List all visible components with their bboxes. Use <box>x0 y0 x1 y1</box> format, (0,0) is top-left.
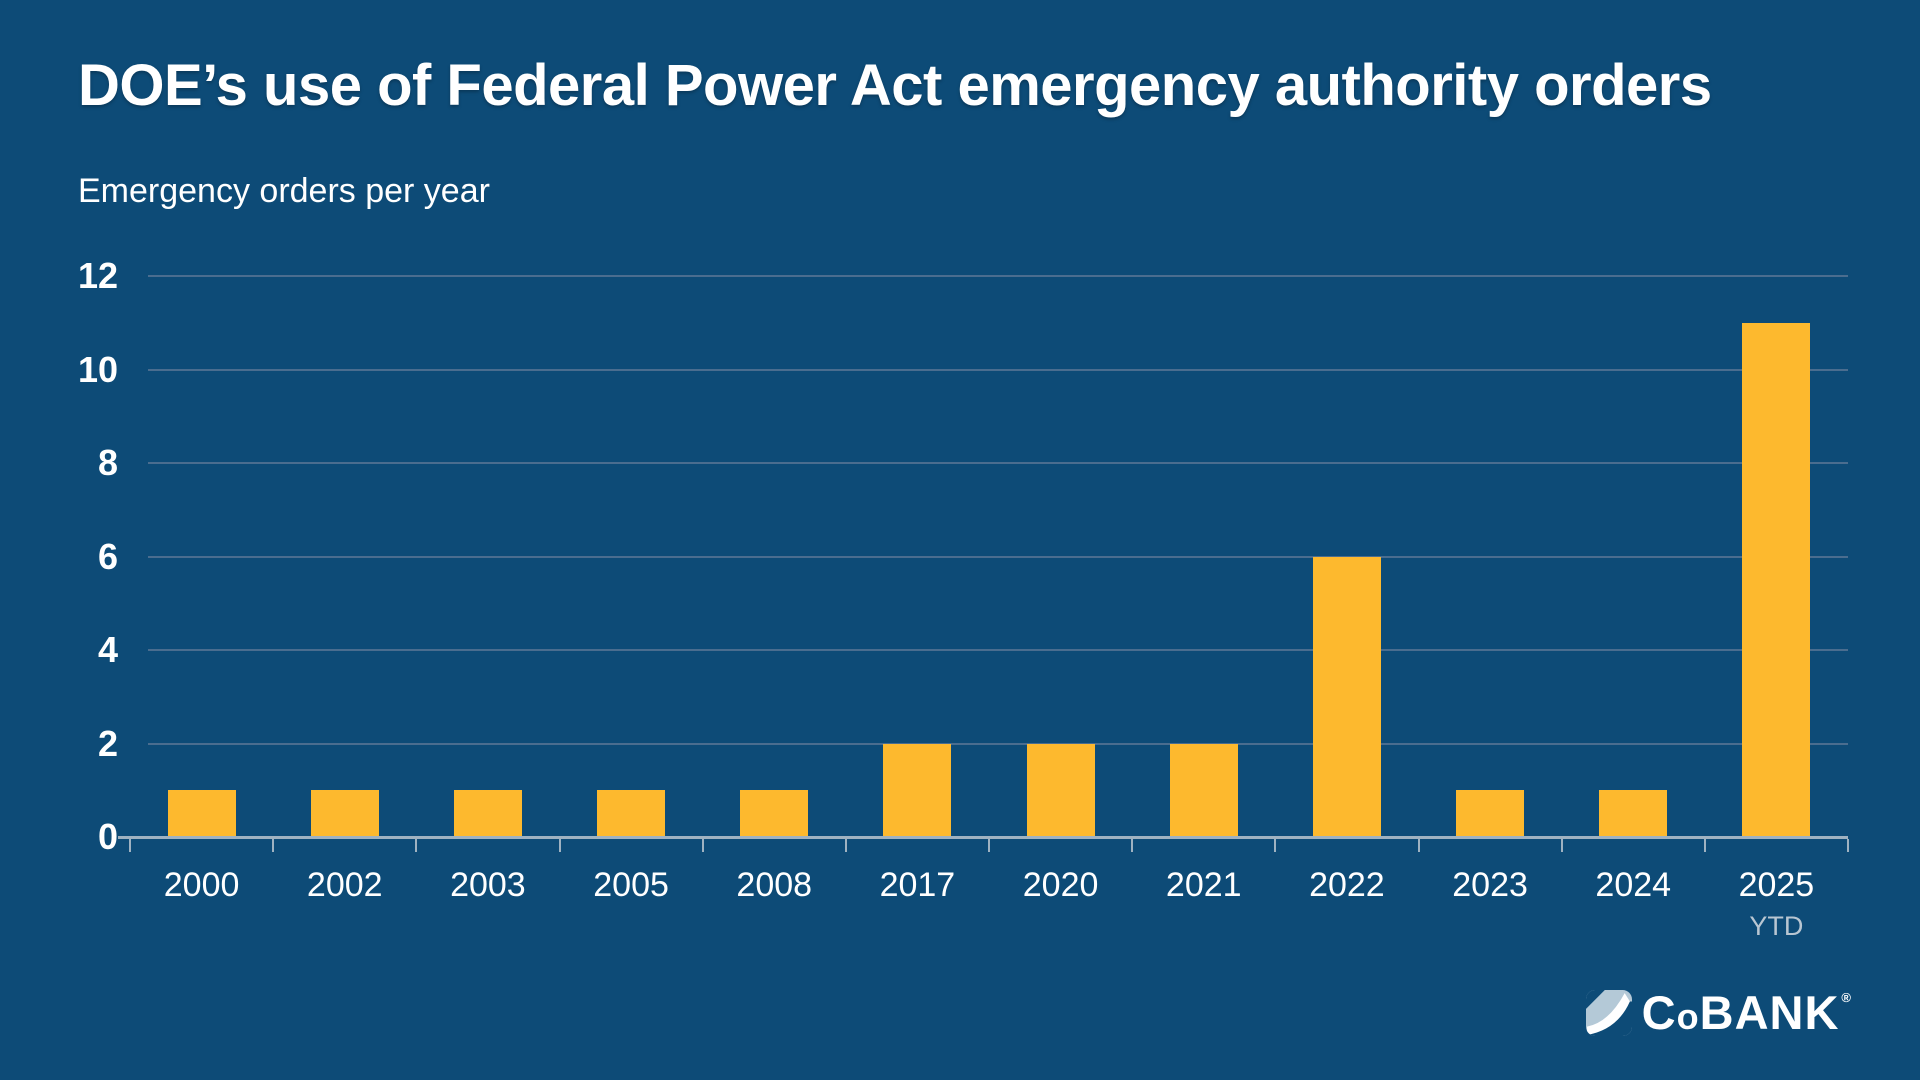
x-tick-label: 2017 <box>879 866 956 904</box>
cobank-logo-text: C o BANK ® <box>1642 989 1852 1036</box>
x-tick-label: 2003 <box>450 866 526 904</box>
chart-title: DOE’s use of Federal Power Act emergency… <box>78 53 1712 118</box>
y-tick-label: 2 <box>97 722 118 764</box>
y-tick-label: 10 <box>77 348 118 390</box>
x-tick-label: 2008 <box>736 866 813 904</box>
gridline-4 <box>148 649 1848 651</box>
x-axis-tick <box>701 839 704 852</box>
cobank-logo-icon <box>1585 989 1632 1036</box>
y-tick-label: 12 <box>77 255 118 296</box>
chart-subtitle: Emergency orders per year <box>78 172 490 210</box>
x-tick-label: 2023 <box>1452 866 1528 904</box>
bar-2025 <box>1742 322 1811 837</box>
y-tick-label: 4 <box>97 629 118 670</box>
bar-2024 <box>1599 790 1668 837</box>
x-axis-tick <box>558 839 561 852</box>
x-axis-tick <box>1417 839 1420 852</box>
x-axis-tick <box>1703 839 1706 852</box>
y-tick-label: 8 <box>97 442 118 483</box>
gridline-6 <box>148 555 1848 558</box>
y-tick-label: 0 <box>97 816 118 857</box>
x-tick-sublabel: YTD <box>1749 911 1804 941</box>
bar-2005 <box>597 790 666 837</box>
bar-2023 <box>1456 790 1525 837</box>
x-tick-label: 2025 <box>1738 866 1815 904</box>
x-tick-label: 2005 <box>593 866 669 904</box>
bar-2000 <box>167 790 236 837</box>
x-axis-tick <box>272 839 275 852</box>
x-axis-tick <box>1131 839 1134 852</box>
bar-2022 <box>1312 556 1381 837</box>
gridline-12 <box>148 275 1848 277</box>
x-tick-label: 2000 <box>163 866 240 904</box>
y-tick-label: 6 <box>97 535 118 577</box>
cobank-logo: C o BANK ® <box>1585 989 1852 1036</box>
logo-letter-o: o <box>1676 996 1700 1037</box>
x-axis-tick <box>844 839 847 852</box>
x-tick-label: 2020 <box>1022 866 1099 904</box>
x-axis-tick <box>129 839 131 852</box>
bar-2017 <box>883 743 952 837</box>
gridline-8 <box>148 462 1848 464</box>
bar-2003 <box>453 790 522 837</box>
x-axis-tick <box>1847 839 1849 852</box>
x-tick-label: 2022 <box>1309 866 1385 904</box>
logo-letter-c: C <box>1641 986 1677 1039</box>
gridline-10 <box>148 368 1848 371</box>
logo-letters-bank: BANK <box>1699 986 1840 1039</box>
x-axis-tick <box>988 839 990 852</box>
bar-2021 <box>1169 743 1238 837</box>
bar-2002 <box>310 790 379 837</box>
registered-trademark-icon: ® <box>1841 990 1852 1005</box>
gridline-2 <box>148 742 1848 745</box>
x-tick-label: 2021 <box>1165 866 1242 904</box>
x-axis-tick <box>1274 839 1277 852</box>
x-axis-tick <box>1560 839 1563 852</box>
bar-2008 <box>740 790 809 837</box>
x-axis-line <box>118 836 1848 839</box>
x-tick-label: 2002 <box>306 866 383 904</box>
x-axis-tick <box>415 839 418 852</box>
bar-2020 <box>1026 743 1095 837</box>
x-tick-label: 2024 <box>1595 866 1672 904</box>
